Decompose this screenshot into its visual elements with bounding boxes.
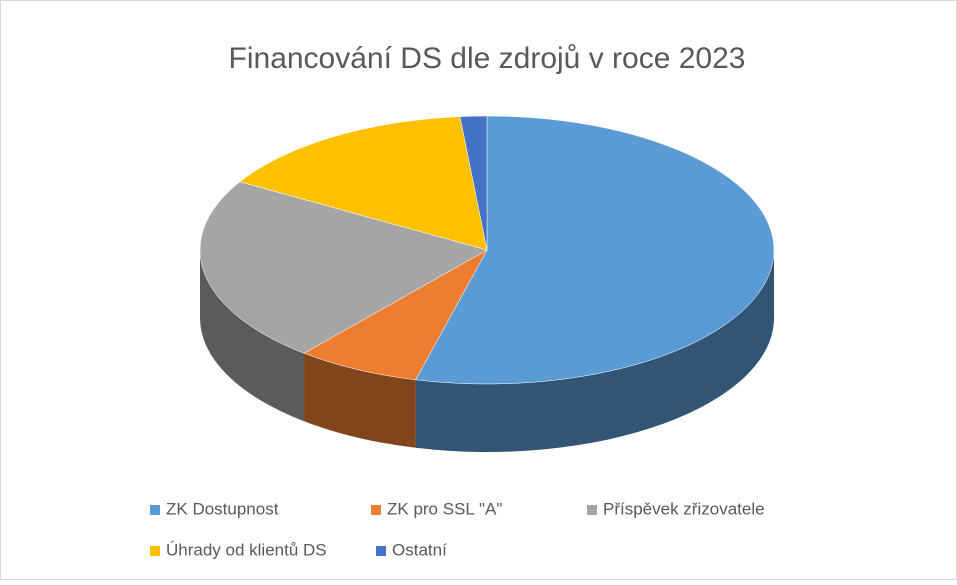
- legend-label: ZK Dostupnost: [166, 499, 279, 518]
- legend-label: Příspěvek zřizovatele: [603, 499, 765, 518]
- legend-marker: [376, 546, 386, 556]
- pie-slice: [303, 249, 488, 381]
- pie-tops: [199, 115, 775, 385]
- slice-side: [415, 250, 774, 452]
- pie-slice: [459, 115, 488, 251]
- pie-sides: [200, 250, 774, 452]
- slice-side: [200, 250, 305, 422]
- legend-marker: [150, 505, 160, 515]
- slice-side: [304, 353, 416, 448]
- pie-slice: [239, 116, 488, 251]
- legend-marker: [150, 546, 160, 556]
- legend-marker: [587, 505, 597, 515]
- legend-marker: [371, 505, 381, 515]
- pie-slice: [415, 115, 775, 385]
- pie-slice: [199, 181, 488, 354]
- legend-label: Ostatní: [392, 540, 447, 559]
- chart-title: Financování DS dle zdrojů v roce 2023: [229, 42, 746, 75]
- legend-label: ZK pro SSL "A": [387, 499, 502, 518]
- legend-label: Úhrady od klientů DS: [166, 540, 327, 559]
